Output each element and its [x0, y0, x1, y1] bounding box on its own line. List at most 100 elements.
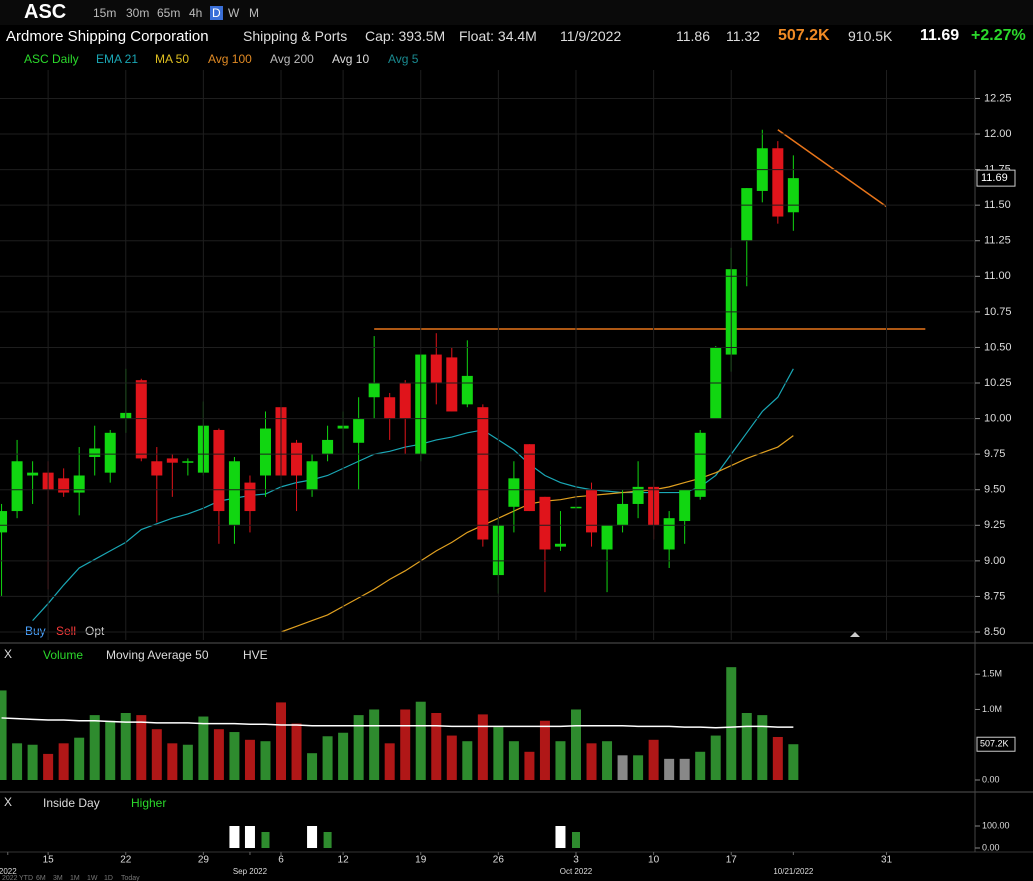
- volume-bar: [120, 713, 131, 780]
- volume-bar: [570, 709, 581, 780]
- pane-indicator: Inside Day: [43, 796, 100, 810]
- volume-bar: [400, 709, 411, 780]
- candle-body: [663, 518, 675, 550]
- moving-average-line: [280, 435, 794, 633]
- volume-bar: [772, 736, 783, 780]
- x-tick-label: 2022: [0, 867, 17, 876]
- toolbar: ASC 15m 30m 65m 4h D W M: [0, 0, 1033, 25]
- legend-item[interactable]: Avg 200: [270, 52, 314, 66]
- volume-bar: [508, 741, 519, 780]
- trendline: [777, 129, 887, 208]
- candle-body: [523, 444, 535, 512]
- x-tick-label: 31: [881, 855, 893, 866]
- date: 11/9/2022: [560, 28, 622, 44]
- candle-body: [228, 461, 240, 526]
- volume-bar: [741, 713, 752, 780]
- volume-bar: [0, 690, 7, 780]
- legend-item[interactable]: ASC Daily: [24, 52, 79, 66]
- range-button: 6M: [36, 875, 46, 881]
- volume-bar: [322, 736, 333, 780]
- interval-button[interactable]: D: [210, 6, 223, 20]
- info-bar: Ardmore Shipping Corporation Shipping & …: [0, 25, 1033, 49]
- x-tick-label: Oct 2022: [560, 867, 593, 876]
- legend-item[interactable]: Avg 100: [208, 52, 252, 66]
- y-tick-label: 1.0M: [982, 704, 1002, 714]
- volume-bar: [291, 723, 302, 780]
- volume-bar: [446, 735, 457, 780]
- candle-body: [58, 478, 70, 493]
- cap: Cap: 393.5M: [365, 28, 446, 44]
- interval-button[interactable]: 65m: [157, 6, 181, 20]
- volume-bar: [555, 741, 566, 780]
- x-tick-label: 19: [415, 855, 427, 866]
- volume-bar: [462, 741, 473, 780]
- candle-body: [104, 432, 116, 473]
- y-tick-label: 10.25: [984, 377, 1012, 389]
- legend-item[interactable]: Avg 5: [388, 52, 419, 66]
- symbol[interactable]: ASC: [24, 1, 67, 23]
- volume-bar: [338, 732, 349, 780]
- interval-button[interactable]: 4h: [189, 6, 203, 20]
- interval-button[interactable]: 30m: [126, 6, 150, 20]
- range-button: 3M: [53, 875, 63, 881]
- candle-body: [0, 511, 8, 533]
- volume-bar: [415, 701, 426, 780]
- y-tick-label: 12.00: [984, 128, 1012, 140]
- candle-body: [259, 428, 271, 476]
- candle-body: [73, 475, 85, 493]
- interval-button[interactable]: 15m: [93, 6, 117, 20]
- volume-marker-label: 507.2K: [980, 739, 1009, 749]
- volume-bar: [353, 715, 364, 780]
- legend: ASC Daily EMA 21 MA 50 Avg 100 Avg 200 Avg 10…: [0, 52, 1033, 68]
- volume-bar: [151, 729, 162, 780]
- candle-body: [368, 383, 380, 398]
- volume-bar: [431, 713, 442, 780]
- volume-average-line: [1, 717, 794, 729]
- volume-bar: [602, 741, 613, 780]
- y-tick-label: 9.25: [984, 519, 1005, 531]
- legend-item[interactable]: EMA 21: [96, 52, 139, 66]
- candle-body: [182, 461, 194, 463]
- interval-button[interactable]: W: [228, 6, 240, 20]
- x-tick-label: 6: [278, 855, 284, 866]
- range-button: YTD: [19, 875, 33, 881]
- candle-body: [446, 357, 458, 412]
- candle-body: [679, 489, 691, 522]
- close-pane[interactable]: X: [4, 795, 12, 809]
- x-tick-label: 22: [120, 855, 132, 866]
- x-tick-label: Sep 2022: [233, 867, 268, 876]
- x-tick-label: 3: [573, 855, 579, 866]
- candle-body: [353, 418, 365, 443]
- avg-volume: 910.5K: [848, 28, 893, 44]
- candle-body: [291, 442, 303, 476]
- volume-bar: [539, 720, 550, 780]
- candle-body: [477, 407, 489, 540]
- close-pane[interactable]: X: [4, 647, 12, 661]
- interval-button[interactable]: M: [249, 6, 259, 20]
- candle-body: [27, 472, 39, 476]
- volume-bar: [182, 744, 193, 780]
- y-tick-label: 12.25: [984, 92, 1012, 104]
- y-tick-label: 10.75: [984, 306, 1012, 318]
- change: +2.27%: [971, 27, 1026, 44]
- candle-body: [601, 525, 613, 550]
- inside-day-bar: [307, 826, 318, 848]
- inside-day-bar: [555, 826, 566, 848]
- volume-bar: [307, 753, 318, 780]
- candle-body: [694, 432, 706, 497]
- volume-bar: [664, 758, 675, 780]
- candle-body: [539, 496, 551, 550]
- x-tick-label: 12: [338, 855, 350, 866]
- candle-body: [244, 482, 256, 512]
- volume-bar: [384, 743, 395, 780]
- volume-bar: [788, 744, 799, 780]
- x-tick-label: 15: [43, 855, 55, 866]
- legend-item[interactable]: Avg 10: [332, 52, 370, 66]
- range-button: Today: [121, 875, 140, 881]
- legend-item[interactable]: MA 50: [155, 52, 190, 66]
- volume-bar: [105, 720, 116, 780]
- candle-body: [11, 461, 23, 512]
- y-tick-label: 11.50: [984, 199, 1011, 211]
- volume-bar: [58, 743, 69, 780]
